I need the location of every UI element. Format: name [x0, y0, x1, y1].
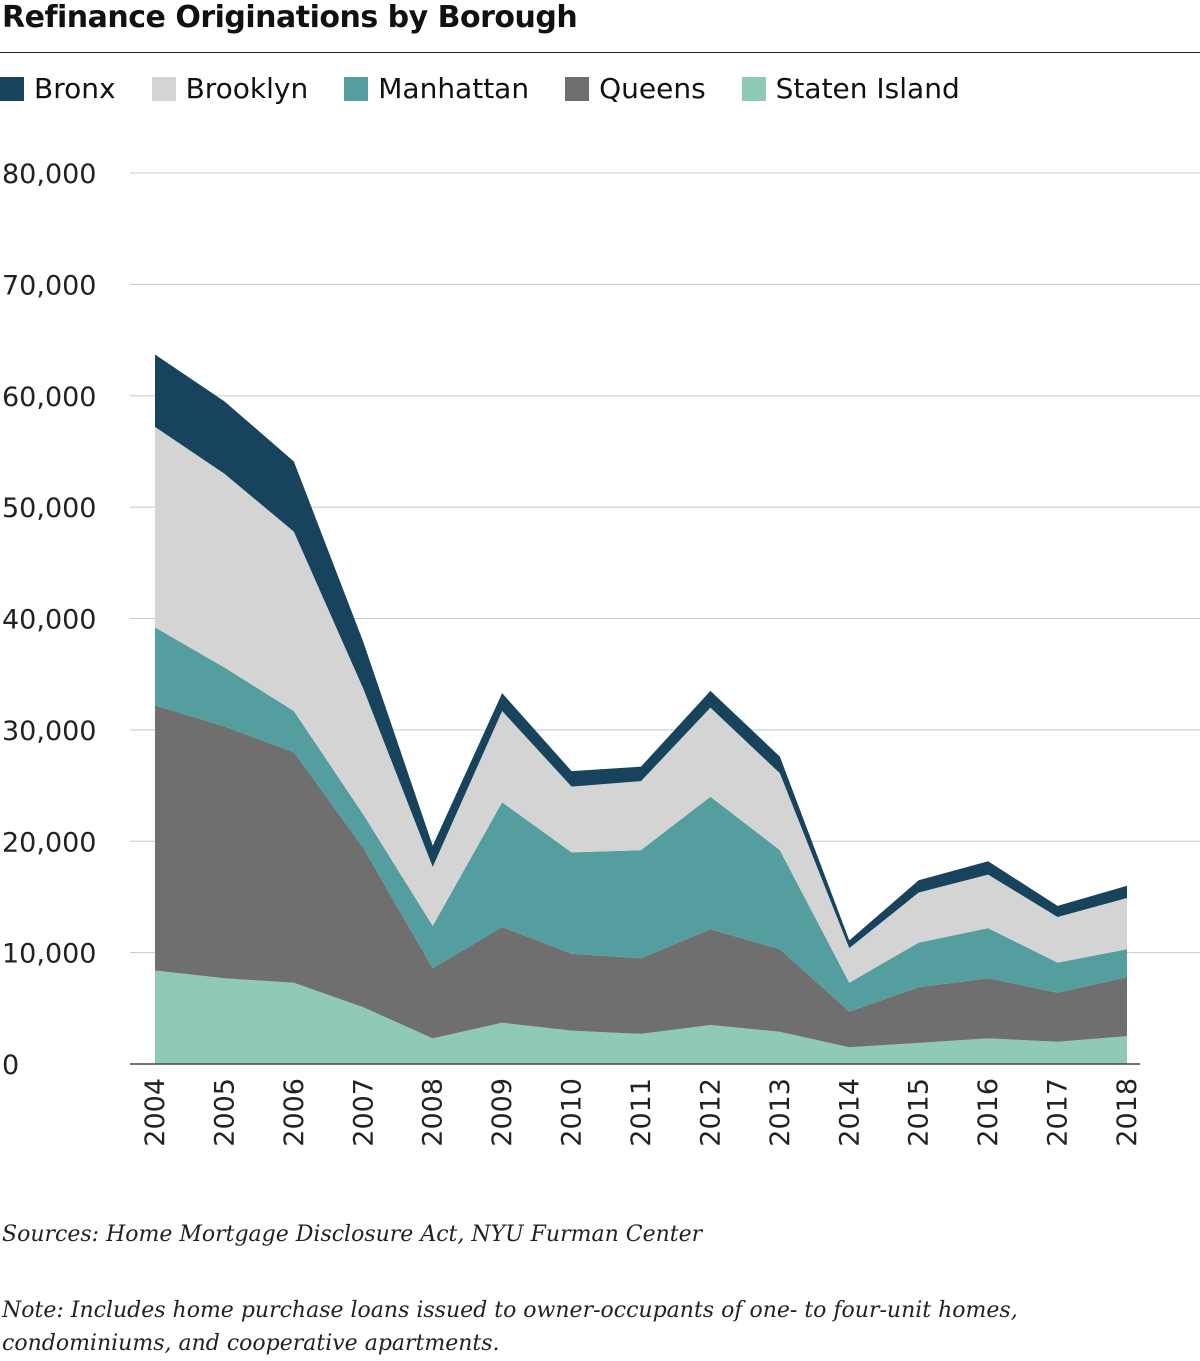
source-note: Sources: Home Mortgage Disclosure Act, N… — [2, 1222, 703, 1247]
legend-swatch-manhattan — [344, 76, 369, 101]
x-tick-label: 2010 — [557, 1078, 588, 1147]
legend-swatch-brooklyn — [151, 76, 176, 101]
legend-label-staten-island: Staten Island — [775, 72, 960, 105]
x-tick-label: 2009 — [487, 1078, 518, 1147]
x-tick-label: 2013 — [765, 1078, 796, 1147]
area-manhattan — [155, 627, 1127, 1012]
x-tick-label: 2005 — [209, 1078, 240, 1147]
legend-swatch-staten-island — [741, 76, 766, 101]
area-staten-island — [155, 970, 1127, 1064]
chart-title: Refinance Originations by Borough — [2, 0, 578, 35]
area-series — [130, 354, 1140, 1065]
legend-item-brooklyn: Brooklyn — [151, 72, 309, 105]
y-axis-ticks: 0 10,000 20,000 30,000 40,000 50,000 60,000 70,… — [2, 159, 96, 1081]
legend-swatch-queens — [565, 76, 590, 101]
legend-item-staten-island: Staten Island — [741, 72, 960, 105]
title-divider — [0, 52, 1200, 53]
y-tick-label: 70,000 — [2, 270, 96, 301]
x-tick-label: 2017 — [1043, 1078, 1074, 1147]
area-brooklyn — [155, 426, 1127, 983]
y-tick-label: 50,000 — [2, 493, 96, 524]
y-tick-label: 60,000 — [2, 382, 96, 413]
y-tick-label: 30,000 — [2, 716, 96, 747]
legend-label-manhattan: Manhattan — [378, 72, 530, 105]
footnote: Note: Includes home purchase loans issue… — [2, 1298, 1018, 1356]
legend-item-manhattan: Manhattan — [344, 72, 529, 105]
legend-label-bronx: Bronx — [34, 72, 116, 105]
y-tick-label: 40,000 — [2, 605, 96, 636]
x-tick-label: 2016 — [973, 1078, 1004, 1147]
x-axis-ticks: 2004 2005 2006 2007 2008 2009 2010 2011 2012 2013… — [140, 1078, 1143, 1147]
y-tick-label: 0 — [2, 1050, 19, 1081]
x-tick-label: 2007 — [348, 1078, 379, 1147]
y-tick-label: 10,000 — [2, 939, 96, 970]
y-tick-label: 20,000 — [2, 827, 96, 858]
legend-swatch-bronx — [0, 76, 24, 101]
x-tick-label: 2008 — [418, 1078, 449, 1147]
x-tick-label: 2014 — [834, 1078, 865, 1147]
y-tick-label: 80,000 — [2, 159, 96, 190]
legend: Bronx Brooklyn Manhattan Queens Staten I… — [0, 72, 996, 105]
area-bronx — [155, 354, 1127, 949]
x-tick-label: 2011 — [626, 1078, 657, 1147]
legend-item-bronx: Bronx — [0, 72, 116, 105]
legend-item-queens: Queens — [565, 72, 706, 105]
x-tick-label: 2012 — [695, 1078, 726, 1147]
legend-label-queens: Queens — [599, 72, 706, 105]
legend-label-brooklyn: Brooklyn — [185, 72, 309, 105]
x-tick-label: 2015 — [904, 1078, 935, 1147]
x-tick-label: 2004 — [140, 1078, 171, 1147]
x-tick-label: 2018 — [1112, 1078, 1143, 1147]
area-queens — [155, 705, 1127, 1048]
stacked-area-chart: 0 10,000 20,000 30,000 40,000 50,000 60,000 70,… — [2, 159, 1200, 1147]
x-tick-label: 2006 — [279, 1078, 310, 1147]
